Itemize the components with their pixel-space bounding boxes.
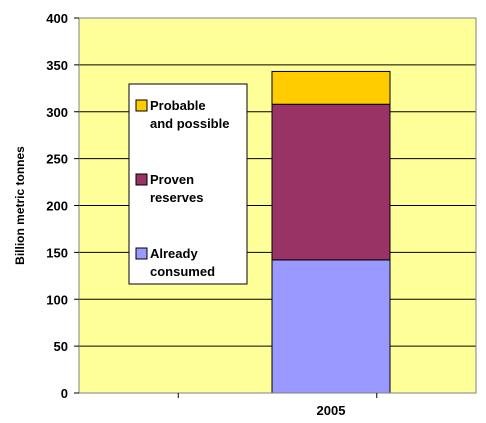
y-tick-label: 300 bbox=[46, 105, 68, 120]
legend-label: Already bbox=[150, 246, 198, 261]
legend-label: reserves bbox=[150, 190, 204, 205]
y-tick-label: 50 bbox=[54, 339, 68, 354]
legend: Probable and possible Proven reserves Alread… bbox=[128, 83, 248, 285]
legend-label: and possible bbox=[150, 116, 229, 131]
y-tick-label: 100 bbox=[46, 292, 68, 307]
legend-swatch bbox=[135, 247, 148, 260]
legend-label: Probable bbox=[150, 98, 206, 113]
bar-segments bbox=[271, 70, 391, 394]
y-tick-label: 150 bbox=[46, 245, 68, 260]
legend-box bbox=[128, 83, 248, 285]
legend-label: consumed bbox=[150, 264, 215, 279]
legend-label: Proven bbox=[150, 172, 194, 187]
y-axis-label: Billion metric tonnes bbox=[13, 146, 27, 265]
legend-swatch bbox=[135, 99, 148, 112]
y-tick-label: 350 bbox=[46, 58, 68, 73]
y-tick-label: 0 bbox=[61, 386, 68, 401]
bar-segment bbox=[271, 70, 391, 105]
bar-segment bbox=[271, 259, 391, 394]
y-tick-label: 200 bbox=[46, 199, 68, 214]
y-tick-label: 250 bbox=[46, 152, 68, 167]
legend-swatch bbox=[135, 173, 148, 186]
y-tick-label: 400 bbox=[46, 11, 68, 26]
tick-labels: 0 50 100 150 200 250 300 350 400 2005 bbox=[46, 11, 345, 418]
bar-segment bbox=[271, 103, 391, 261]
x-tick-label: 2005 bbox=[317, 403, 346, 418]
